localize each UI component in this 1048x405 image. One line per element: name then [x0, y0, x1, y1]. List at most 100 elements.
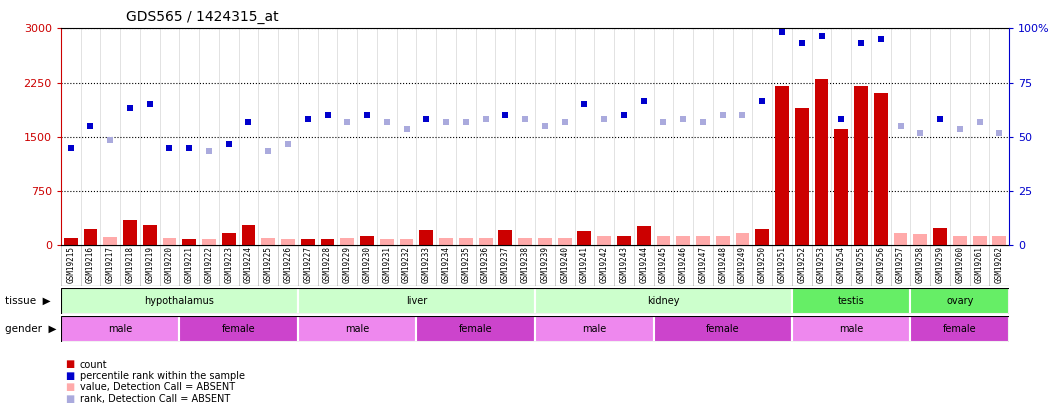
- Text: GSM19216: GSM19216: [86, 246, 95, 283]
- Bar: [399, 239, 414, 245]
- Text: GSM19234: GSM19234: [441, 246, 451, 283]
- Bar: [534, 288, 792, 314]
- Text: GSM19241: GSM19241: [580, 246, 589, 283]
- Bar: [792, 288, 911, 314]
- Text: GSM19239: GSM19239: [541, 246, 549, 283]
- Text: GSM19220: GSM19220: [165, 246, 174, 283]
- Text: GSM19259: GSM19259: [936, 246, 944, 283]
- Bar: [911, 316, 1009, 342]
- Bar: [416, 316, 534, 342]
- Text: GDS565 / 1424315_at: GDS565 / 1424315_at: [126, 10, 279, 24]
- Bar: [736, 233, 749, 245]
- Bar: [419, 230, 433, 245]
- Bar: [242, 225, 256, 245]
- Text: GSM19219: GSM19219: [146, 246, 154, 283]
- Text: GSM19223: GSM19223: [224, 246, 234, 283]
- Bar: [814, 79, 828, 245]
- Bar: [84, 229, 97, 245]
- Text: GSM19246: GSM19246: [679, 246, 687, 283]
- Text: GSM19237: GSM19237: [501, 246, 510, 283]
- Text: GSM19215: GSM19215: [66, 246, 75, 283]
- Text: GSM19217: GSM19217: [106, 246, 114, 283]
- Bar: [321, 239, 334, 245]
- Bar: [696, 237, 709, 245]
- Text: tissue  ▶: tissue ▶: [5, 296, 51, 306]
- Bar: [459, 238, 473, 245]
- Bar: [656, 236, 671, 245]
- Text: female: female: [706, 324, 740, 334]
- Bar: [479, 238, 493, 245]
- Bar: [222, 233, 236, 245]
- Text: GSM19225: GSM19225: [264, 246, 272, 283]
- Text: GSM19227: GSM19227: [303, 246, 312, 283]
- Bar: [499, 230, 512, 245]
- Text: GSM19249: GSM19249: [738, 246, 747, 283]
- Text: GSM19254: GSM19254: [836, 246, 846, 283]
- Bar: [534, 316, 654, 342]
- Bar: [874, 93, 888, 245]
- Bar: [558, 238, 571, 245]
- Text: female: female: [459, 324, 493, 334]
- Text: GSM19230: GSM19230: [363, 246, 372, 283]
- Bar: [379, 239, 394, 245]
- Text: GSM19222: GSM19222: [204, 246, 214, 283]
- Bar: [123, 220, 137, 245]
- Bar: [617, 236, 631, 245]
- Text: ovary: ovary: [946, 296, 974, 306]
- Bar: [439, 238, 453, 245]
- Bar: [637, 226, 651, 245]
- Text: GSM19236: GSM19236: [481, 246, 490, 283]
- Text: value, Detection Call = ABSENT: value, Detection Call = ABSENT: [80, 382, 235, 392]
- Bar: [973, 236, 986, 245]
- Text: GSM19260: GSM19260: [956, 246, 964, 283]
- Bar: [261, 238, 276, 245]
- Bar: [281, 239, 294, 245]
- Bar: [854, 86, 868, 245]
- Bar: [953, 236, 966, 245]
- Bar: [143, 225, 156, 245]
- Text: GSM19235: GSM19235: [461, 246, 471, 283]
- Bar: [894, 233, 908, 245]
- Text: kidney: kidney: [648, 296, 680, 306]
- Text: male: male: [345, 324, 369, 334]
- Bar: [182, 239, 196, 245]
- Text: GSM19242: GSM19242: [599, 246, 609, 283]
- Bar: [518, 238, 532, 245]
- Text: GSM19228: GSM19228: [323, 246, 332, 283]
- Text: percentile rank within the sample: percentile rank within the sample: [80, 371, 244, 381]
- Text: GSM19240: GSM19240: [560, 246, 569, 283]
- Bar: [298, 316, 416, 342]
- Text: GSM19262: GSM19262: [995, 246, 1004, 283]
- Bar: [202, 239, 216, 245]
- Text: male: male: [839, 324, 864, 334]
- Text: ■: ■: [65, 394, 74, 403]
- Bar: [992, 236, 1006, 245]
- Bar: [61, 316, 179, 342]
- Text: GSM19232: GSM19232: [402, 246, 411, 283]
- Bar: [911, 288, 1009, 314]
- Text: GSM19253: GSM19253: [817, 246, 826, 283]
- Text: GSM19252: GSM19252: [798, 246, 806, 283]
- Bar: [756, 229, 769, 245]
- Bar: [162, 238, 176, 245]
- Text: rank, Detection Call = ABSENT: rank, Detection Call = ABSENT: [80, 394, 230, 403]
- Bar: [597, 237, 611, 245]
- Text: male: male: [108, 324, 132, 334]
- Bar: [538, 238, 552, 245]
- Text: testis: testis: [837, 296, 865, 306]
- Text: ■: ■: [65, 371, 74, 381]
- Text: GSM19229: GSM19229: [343, 246, 352, 283]
- Text: female: female: [943, 324, 977, 334]
- Text: GSM19257: GSM19257: [896, 246, 905, 283]
- Bar: [914, 234, 927, 245]
- Bar: [301, 239, 314, 245]
- Text: GSM19256: GSM19256: [876, 246, 886, 283]
- Text: female: female: [222, 324, 256, 334]
- Bar: [179, 316, 298, 342]
- Bar: [834, 130, 848, 245]
- Text: GSM19251: GSM19251: [778, 246, 786, 283]
- Text: liver: liver: [406, 296, 428, 306]
- Text: GSM19258: GSM19258: [916, 246, 924, 283]
- Text: hypothalamus: hypothalamus: [145, 296, 214, 306]
- Text: GSM19231: GSM19231: [383, 246, 391, 283]
